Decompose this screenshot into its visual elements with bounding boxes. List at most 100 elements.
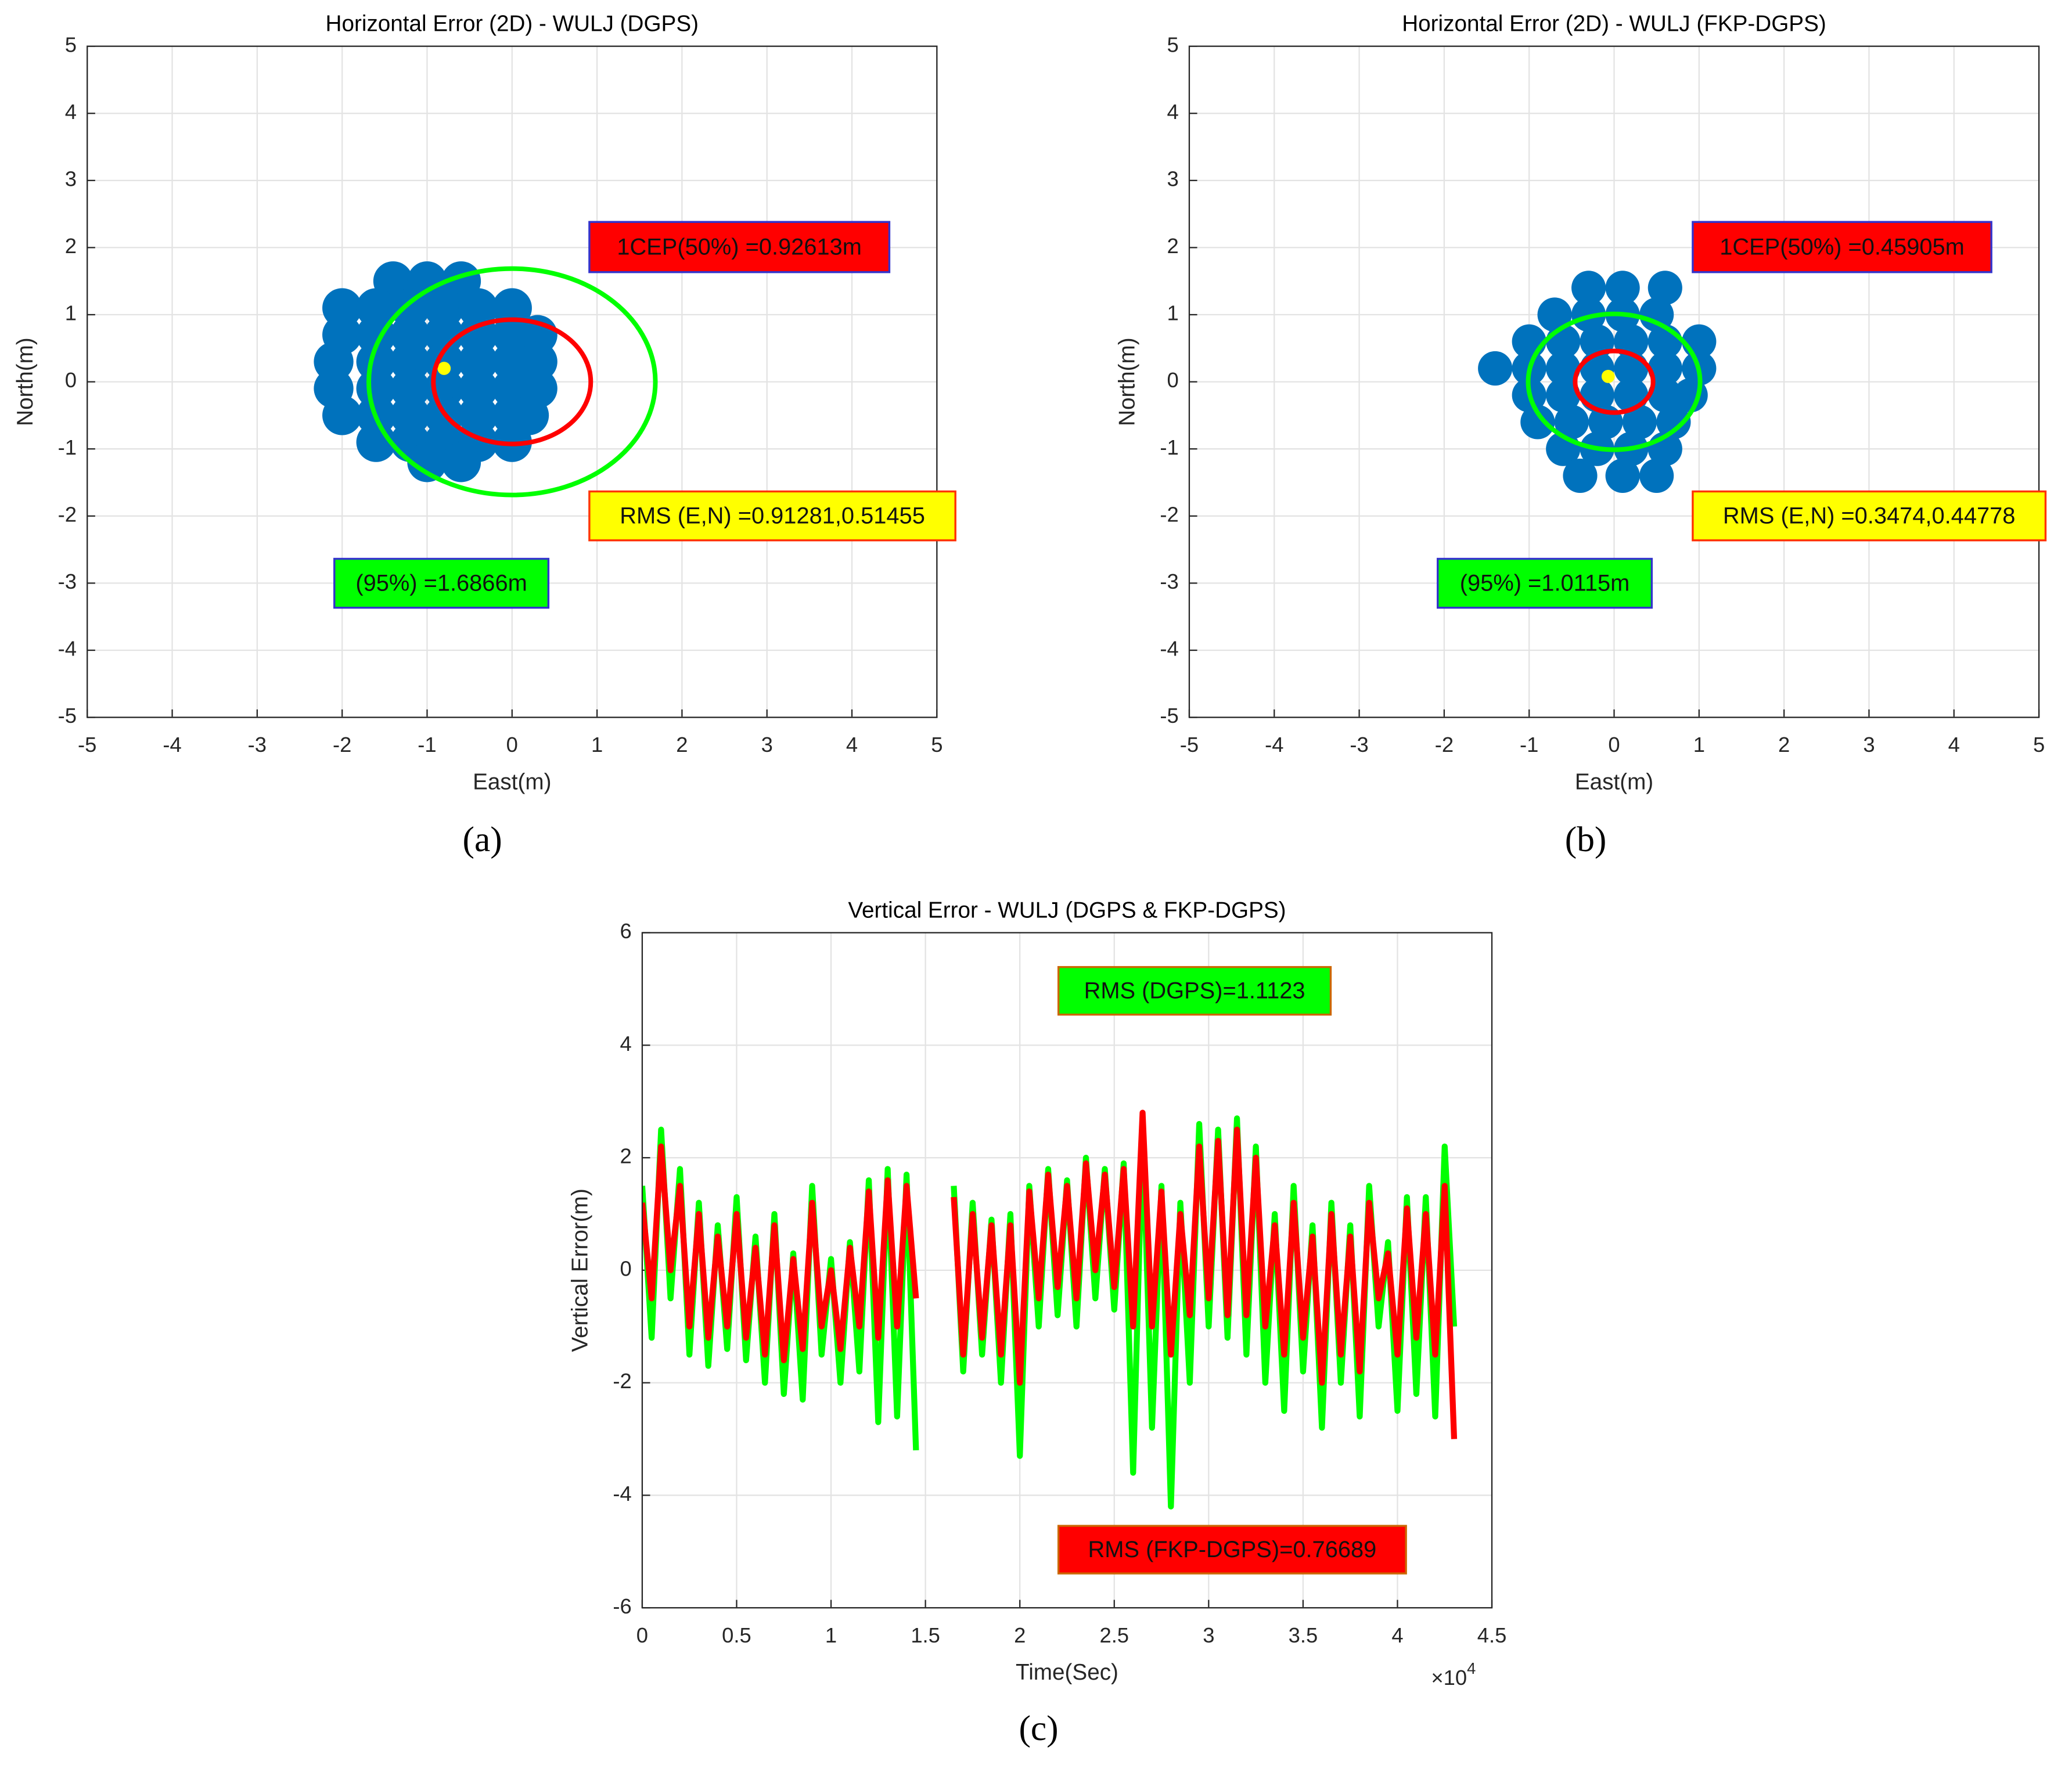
axes-box — [1188, 45, 2040, 718]
x-tick-label: 4 — [1948, 733, 1960, 757]
x-tick-label: 2 — [1778, 733, 1790, 757]
x-multiplier: ×104 — [1431, 1659, 1476, 1689]
scatter-point — [1605, 271, 1640, 305]
x-tick-label: -3 — [248, 733, 267, 757]
scatter-point — [1647, 351, 1682, 386]
scatter-point — [1563, 458, 1598, 494]
annotation-text: RMS (E,N) =0.3474,0.44778 — [1723, 503, 2015, 528]
x-tick-label: 2 — [676, 733, 688, 757]
y-tick-label: 2 — [620, 1144, 631, 1168]
x-tick-label: -1 — [418, 733, 436, 757]
chart-title: Horizontal Error (2D) - WULJ (DGPS) — [326, 11, 699, 36]
y-tick-label: -3 — [1160, 570, 1178, 593]
y-axis-label: Vertical Error(m) — [567, 1188, 592, 1352]
x-tick-label: 5 — [2033, 733, 2045, 757]
caption: (b) — [1565, 820, 1607, 859]
y-tick-label: 6 — [620, 919, 631, 943]
x-tick-label: 1.5 — [911, 1623, 940, 1647]
y-tick-label: -2 — [1160, 502, 1178, 526]
y-tick-label: 2 — [65, 234, 77, 258]
x-tick-label: -4 — [163, 733, 181, 757]
y-axis-label: North(m) — [1115, 337, 1140, 426]
scatter-point — [1647, 271, 1682, 305]
annotation-box — [1692, 221, 1992, 273]
annotation-box — [1692, 490, 2047, 542]
x-tick-label: 3 — [1863, 733, 1875, 757]
mean-point — [437, 362, 451, 375]
y-tick-label: 3 — [65, 167, 77, 190]
y-tick-label: -5 — [58, 704, 77, 727]
y-tick-label: 1 — [65, 301, 77, 325]
scatter-point — [1571, 271, 1606, 305]
scatter-point — [1537, 297, 1572, 332]
y-tick-label: -5 — [1160, 704, 1178, 727]
annotation-text: (95%) =1.6866m — [355, 570, 527, 596]
x-axis-label: East(m) — [1575, 770, 1653, 795]
y-axis-label: North(m) — [13, 337, 38, 426]
y-tick-label: -1 — [58, 435, 77, 459]
y-tick-label: 1 — [1167, 301, 1178, 325]
axes-box — [641, 932, 1493, 1609]
scatter-point — [407, 442, 447, 482]
x-tick-label: 3 — [761, 733, 773, 757]
y-tick-label: 0 — [65, 368, 77, 392]
x-tick-label: -2 — [1435, 733, 1454, 757]
x-tick-label: 1 — [591, 733, 603, 757]
annotation-text: RMS (E,N) =0.91281,0.51455 — [620, 503, 925, 528]
annotation-text: (95%) =1.0115m — [1460, 570, 1629, 596]
y-tick-label: 4 — [1167, 100, 1178, 124]
chart-title: Horizontal Error (2D) - WULJ (FKP-DGPS) — [1402, 11, 1826, 36]
mean-point — [1601, 369, 1615, 383]
scatter-point — [1605, 458, 1640, 494]
y-tick-label: -2 — [613, 1369, 631, 1393]
x-tick-label: 5 — [931, 733, 943, 757]
x-tick-label: -5 — [1180, 733, 1199, 757]
annotation-box — [333, 557, 550, 609]
error-circle — [1526, 311, 1703, 452]
annotation-box — [588, 490, 956, 542]
scatter-point — [441, 442, 481, 482]
y-tick-label: 5 — [1167, 33, 1178, 56]
y-tick-label: 5 — [65, 33, 77, 56]
caption: (a) — [463, 820, 502, 859]
annotation-text: RMS (DGPS)=1.1123 — [1084, 978, 1305, 1003]
error-circle — [366, 266, 658, 498]
x-tick-label: 1 — [825, 1623, 837, 1647]
error-circle — [1573, 348, 1656, 415]
line-series — [642, 1110, 1458, 1439]
scatter-point — [1546, 378, 1581, 413]
chart: -5 -4 -3 -2 -1 0 1 2 3 4 5 -5 -4 -3 -2 -1 0 1 2 3 4 5 1CEP(50%… — [13, 11, 956, 859]
scatter-point — [1639, 458, 1674, 494]
chart-title: Vertical Error - WULJ (DGPS & FKP-DGPS) — [848, 898, 1286, 923]
annotation-text: 1CEP(50%) =0.45905m — [1720, 234, 1965, 260]
annotation-box — [1437, 557, 1653, 609]
scatter-point — [1478, 351, 1513, 386]
x-tick-label: 3.5 — [1289, 1623, 1318, 1647]
x-tick-label: 4.5 — [1477, 1623, 1507, 1647]
x-tick-label: 0 — [506, 733, 518, 757]
plot — [642, 1110, 1458, 1510]
scatter-point — [1546, 351, 1581, 386]
x-multiplier-power: 4 — [1467, 1659, 1476, 1677]
y-tick-label: -4 — [613, 1482, 631, 1505]
y-tick-label: 0 — [620, 1256, 631, 1280]
error-circle — [431, 317, 593, 446]
x-tick-label: 3 — [1203, 1623, 1214, 1647]
scatter-point — [1656, 405, 1691, 440]
x-tick-label: 4 — [846, 733, 858, 757]
x-tick-label: 2.5 — [1099, 1623, 1129, 1647]
x-tick-label: -4 — [1265, 733, 1283, 757]
x-tick-label: -5 — [78, 733, 96, 757]
y-tick-label: 0 — [1167, 368, 1178, 392]
plot — [1478, 271, 1717, 494]
scatter-point — [1639, 297, 1674, 332]
y-tick-label: -4 — [1160, 637, 1178, 661]
scatter-point — [1554, 405, 1589, 440]
y-tick-label: -6 — [613, 1594, 631, 1618]
annotation-box — [588, 221, 891, 273]
y-tick-label: 3 — [1167, 167, 1178, 190]
x-tick-label: 0 — [1608, 733, 1620, 757]
